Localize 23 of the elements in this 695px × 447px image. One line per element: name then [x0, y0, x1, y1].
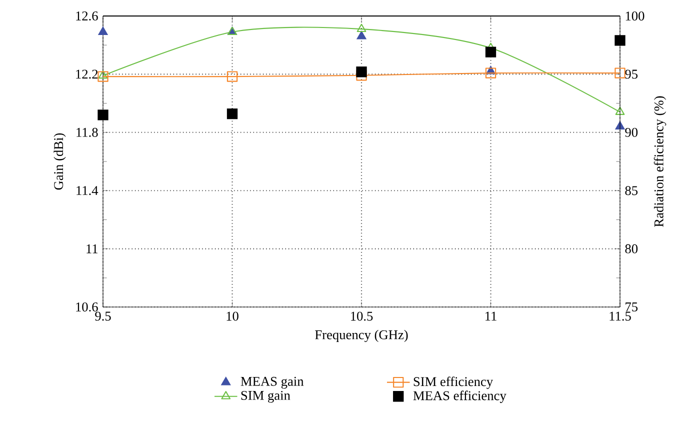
x-tick-label: 11.5: [610, 312, 631, 321]
x-tick-label: 11: [486, 312, 496, 321]
x-tick-label: 9.5: [95, 312, 111, 321]
x-tick-label: 10: [226, 312, 238, 321]
y-tick-label: 11.8: [76, 128, 98, 137]
legend-label: MEAS efficiency: [413, 390, 506, 403]
y2-axis-title: Radiation efficiency (%): [654, 96, 666, 227]
y-tick-label: 10.6: [76, 302, 98, 312]
y2-tick-label: 80: [625, 244, 638, 254]
y-tick-label: 11.4: [76, 186, 98, 196]
y-tick-label: 12.2: [76, 70, 98, 79]
y-tick-label: 12.6: [76, 11, 98, 21]
y2-tick-label: 85: [625, 186, 638, 196]
legend-label: SIM gain: [241, 390, 290, 403]
legend-label: MEAS gain: [240, 376, 304, 389]
y-tick-label: 11: [86, 244, 98, 254]
x-tick-label: 10.5: [351, 312, 373, 321]
y-axis-title: Gain (dBi): [54, 133, 66, 190]
legend-label: SIM efficiency: [414, 376, 494, 389]
y2-tick-label: 100: [626, 12, 644, 20]
x-axis-title: Frequency (GHz): [315, 330, 408, 342]
y2-tick-label: 75: [626, 302, 638, 312]
y2-tick-label: 90: [625, 128, 638, 137]
